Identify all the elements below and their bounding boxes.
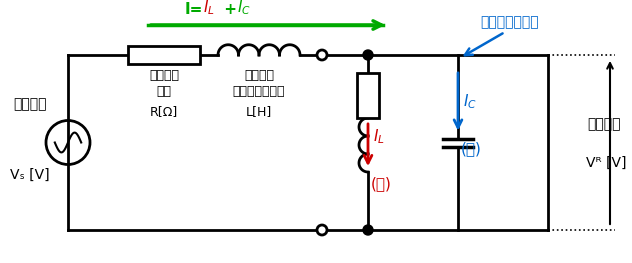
Bar [357, 73, 379, 118]
Text: $I_L$: $I_L$ [203, 0, 215, 17]
Text: Vₛ [V]: Vₛ [V] [10, 168, 50, 181]
Text: (遅): (遅) [371, 176, 392, 191]
Text: Vᴿ [V]: Vᴿ [V] [586, 155, 626, 169]
Text: 受電電圧: 受電電圧 [587, 118, 621, 132]
Bar [128, 46, 200, 64]
Text: 電力コンデンサ: 電力コンデンサ [481, 15, 539, 29]
Text: R[Ω]: R[Ω] [150, 105, 178, 118]
Circle shape [363, 50, 373, 60]
Text: +: + [219, 2, 242, 17]
Text: 送電線の
インダクタンス: 送電線の インダクタンス [233, 69, 285, 98]
Circle shape [363, 225, 373, 235]
Circle shape [317, 50, 327, 60]
Circle shape [317, 225, 327, 235]
Text: L[H]: L[H] [246, 105, 272, 118]
Text: 送電電圧: 送電電圧 [13, 98, 47, 112]
Text: I=: I= [185, 2, 204, 17]
Text: $I_L$: $I_L$ [373, 128, 385, 146]
Text: 送電線の
抵抗: 送電線の 抵抗 [149, 69, 179, 98]
Text: $I_C$: $I_C$ [237, 0, 251, 17]
Text: (進): (進) [461, 141, 482, 156]
Text: $I_C$: $I_C$ [463, 92, 477, 111]
